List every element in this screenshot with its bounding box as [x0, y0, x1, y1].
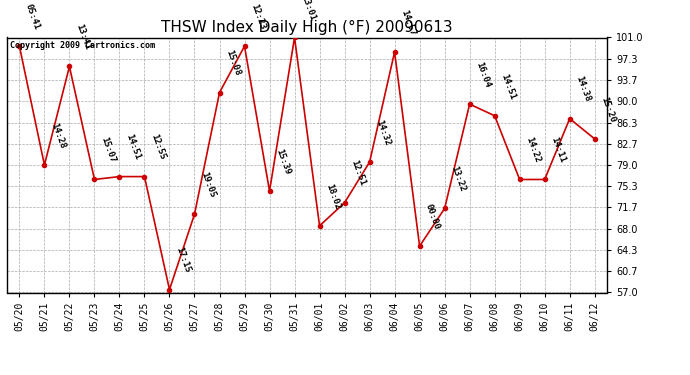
Text: 12:51: 12:51 [349, 159, 366, 188]
Text: 12:55: 12:55 [149, 133, 166, 161]
Text: 14:11: 14:11 [549, 136, 566, 164]
Text: 12:23: 12:23 [249, 3, 266, 31]
Text: 14:57: 14:57 [399, 8, 417, 37]
Text: 05:41: 05:41 [24, 3, 41, 31]
Text: 00:00: 00:00 [424, 202, 442, 231]
Text: 17:15: 17:15 [174, 246, 192, 274]
Text: 14:38: 14:38 [574, 75, 592, 104]
Text: 18:02: 18:02 [324, 182, 342, 210]
Text: 14:32: 14:32 [374, 118, 392, 147]
Text: 15:39: 15:39 [274, 147, 292, 176]
Text: 15:07: 15:07 [99, 136, 117, 164]
Text: 19:05: 19:05 [199, 171, 217, 199]
Text: 14:28: 14:28 [49, 122, 66, 150]
Text: 14:51: 14:51 [124, 133, 141, 161]
Text: 14:22: 14:22 [524, 136, 542, 164]
Title: THSW Index Daily High (°F) 20090613: THSW Index Daily High (°F) 20090613 [161, 20, 453, 35]
Text: 13:22: 13:22 [449, 165, 466, 193]
Text: 14:51: 14:51 [499, 72, 517, 100]
Text: 15:08: 15:08 [224, 49, 241, 77]
Text: 13:01: 13:01 [299, 0, 317, 22]
Text: 16:04: 16:04 [474, 60, 492, 89]
Text: 15:20: 15:20 [599, 95, 617, 124]
Text: 13:41: 13:41 [74, 23, 92, 51]
Text: Copyright 2009 Cartronics.com: Copyright 2009 Cartronics.com [10, 41, 155, 50]
